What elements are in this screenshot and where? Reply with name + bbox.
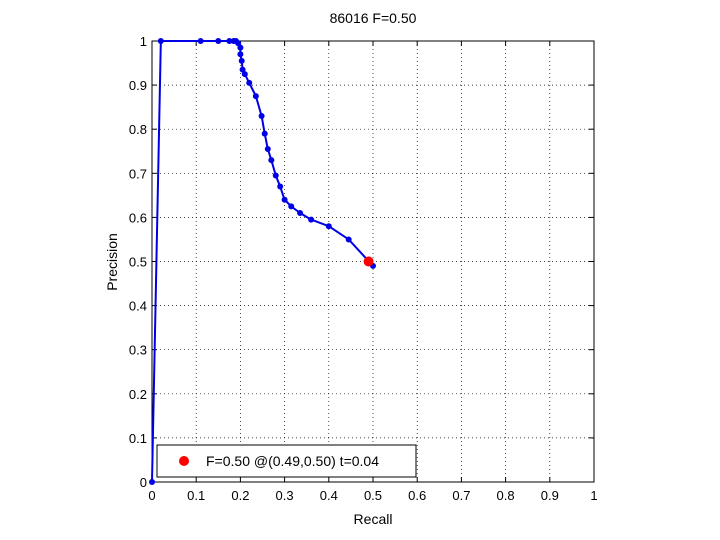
legend-box (156, 444, 417, 478)
pr-curve-point (157, 38, 164, 44)
legend-entry-text: F=0.50 @(0.49,0.50) t=0.04 (206, 453, 379, 469)
y-tick-labels: 0 0.1 0.2 0.3 0.4 0.5 0.6 0.7 0.8 0.9 1 (129, 34, 147, 490)
x-tick-label: 0.7 (452, 488, 470, 503)
x-tick-labels: 0 0.1 0.2 0.3 0.4 0.5 0.6 0.7 0.8 0.9 1 (148, 488, 597, 503)
x-tick-label: 0.3 (276, 488, 294, 503)
x-tick-label: 0.1 (187, 488, 205, 503)
x-axis-label: Recall (354, 511, 393, 527)
pr-curve-point (345, 236, 352, 243)
pr-curve-point (264, 146, 271, 153)
pr-curve-point (297, 209, 304, 216)
x-tick-label: 1 (590, 488, 597, 503)
pr-curve-point (215, 38, 222, 44)
x-tick-label: 0.6 (408, 488, 426, 503)
pr-curve-point (288, 203, 295, 210)
pr-curve-point (237, 44, 244, 51)
chart-title: 86016 F=0.50 (330, 10, 417, 26)
pr-curve-point (277, 183, 284, 190)
y-tick-label: 0.9 (129, 78, 147, 93)
x-tick-label: 0.4 (320, 488, 338, 503)
y-tick-label: 0.1 (129, 431, 147, 446)
pr-curve-point (238, 57, 245, 64)
pr-curve-point (281, 196, 288, 203)
best-f-point (363, 256, 374, 267)
pr-curve-line (151, 40, 374, 483)
x-tick-label: 0 (148, 488, 155, 503)
y-tick-label: 0.7 (129, 166, 147, 181)
grid-lines (152, 41, 594, 482)
pr-curve-point (149, 479, 155, 485)
x-tick-label: 0.8 (497, 488, 515, 503)
pr-curve-point (258, 112, 265, 119)
legend-marker (179, 456, 189, 466)
y-tick-label: 0 (140, 475, 147, 490)
x-tick-label: 0.9 (541, 488, 559, 503)
pr-curve-point (268, 157, 275, 164)
y-tick-label: 0.8 (129, 122, 147, 137)
pr-curve-point (226, 38, 233, 44)
y-tick-label: 0.5 (129, 255, 147, 270)
pr-curve-point (261, 130, 268, 137)
highlight-layer (363, 256, 374, 267)
pr-curve-point (252, 93, 259, 100)
pr-curve-point (272, 172, 279, 179)
y-tick-label: 1 (140, 34, 147, 49)
series-layer (149, 38, 376, 485)
x-tick-label: 0.5 (364, 488, 382, 503)
pr-curve-point (308, 216, 315, 223)
pr-curve-point (325, 223, 332, 230)
pr-curve-point (241, 71, 248, 78)
y-tick-label: 0.2 (129, 387, 147, 402)
legend: F=0.50 @(0.49,0.50) t=0.04 (156, 444, 417, 478)
y-tick-label: 0.4 (129, 299, 147, 314)
pr-curve-point (197, 38, 204, 44)
y-tick-label: 0.6 (129, 210, 147, 225)
x-tick-label: 0.2 (231, 488, 249, 503)
y-tick-label: 0.3 (129, 343, 147, 358)
pr-curve-point (237, 51, 244, 58)
pr-curve-point (246, 79, 253, 86)
y-axis-label: Precision (104, 233, 120, 291)
